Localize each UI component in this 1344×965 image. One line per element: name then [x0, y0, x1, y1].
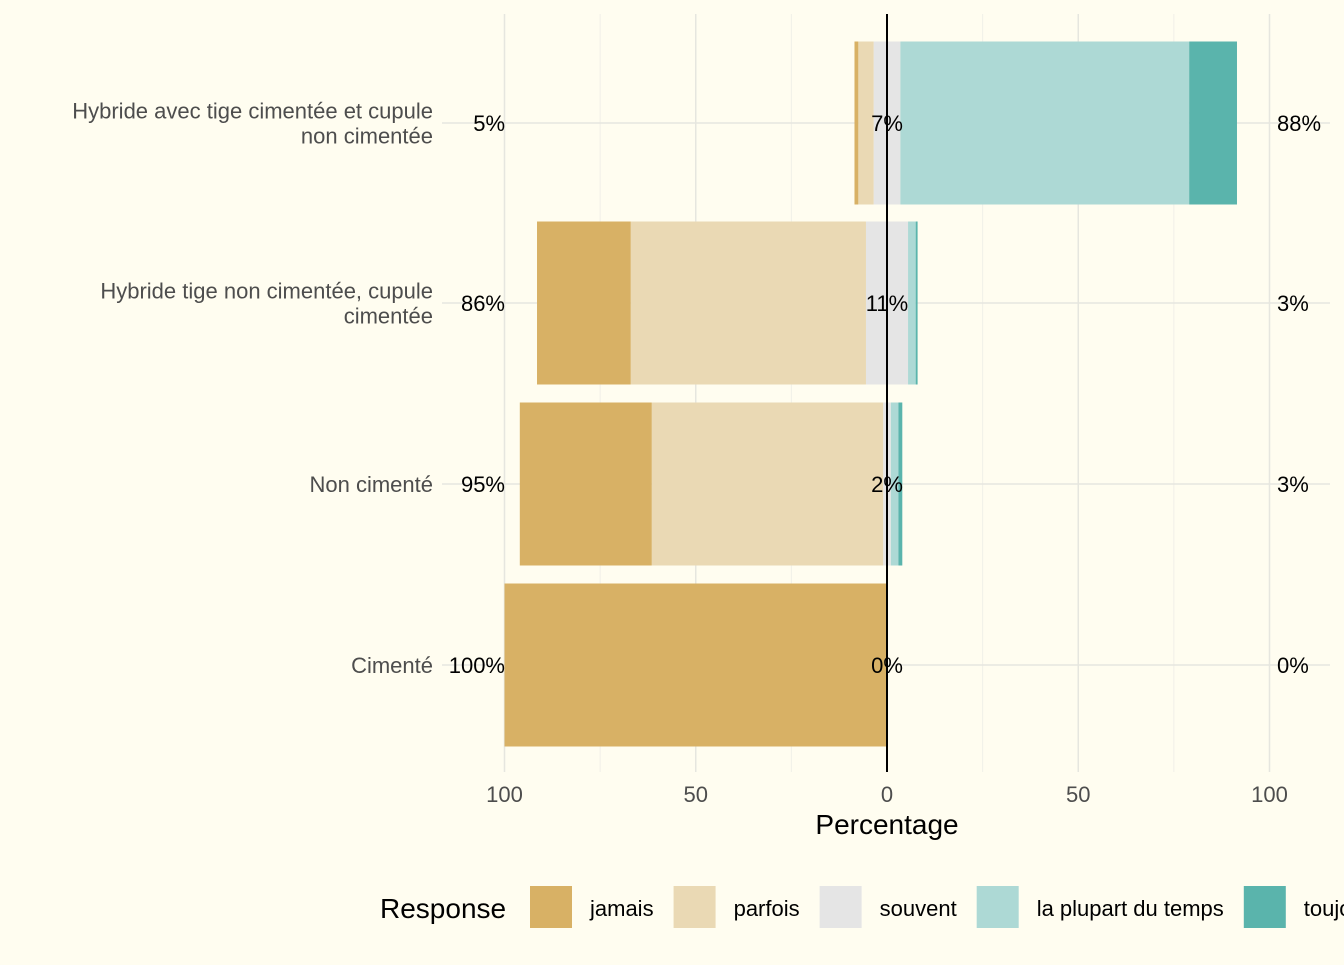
bar-souvent	[887, 402, 891, 566]
category-label-line: Non cimenté	[309, 472, 433, 497]
bar-parfois	[858, 41, 874, 205]
category-label: Cimenté	[351, 653, 433, 678]
x-tick-label: 50	[1066, 782, 1090, 807]
legend-item-label: la plupart du temps	[1037, 896, 1224, 921]
legend-title: Response	[380, 893, 506, 924]
center-percent-label: 11%	[866, 291, 908, 316]
left-percent-label: 5%	[473, 111, 505, 136]
bar-souvent	[887, 41, 901, 205]
bar-parfois	[651, 402, 884, 566]
legend: Response jamais parfois souvent la plupart …	[380, 886, 1344, 928]
bar-souvent	[873, 41, 887, 205]
right-percent-label: 88%	[1277, 111, 1321, 136]
x-tick-label: 50	[684, 782, 708, 807]
center-percent-label: 2%	[871, 472, 903, 497]
x-tick-label: 0	[881, 782, 893, 807]
legend-swatch-jamais	[530, 886, 572, 928]
legend-item-label: toujours	[1304, 896, 1344, 921]
legend-swatch-la-plupart-du-temps	[976, 886, 1019, 928]
legend-swatch-toujours	[1243, 886, 1286, 928]
x-tick-label: 100	[1251, 782, 1288, 807]
legend-item-label: jamais	[589, 896, 654, 921]
category-label: Non cimenté	[309, 472, 433, 497]
category-label-line: Hybride tige non cimentée, cupule	[100, 279, 433, 304]
category-label: Hybride avec tige cimentée et cupule non …	[72, 99, 433, 149]
data-labels: 5% 7% 88% 86% 11% 3% 95% 2% 3% 100% 0% 0%	[449, 111, 1321, 678]
bar-la-plupart-du-temps	[900, 41, 1190, 205]
left-percent-label: 100%	[449, 653, 505, 678]
bar-souvent	[887, 221, 909, 385]
bar-la-plupart-du-temps	[908, 221, 916, 385]
x-tick-label: 100	[486, 782, 523, 807]
left-percent-label: 95%	[461, 472, 505, 497]
category-label-line: non cimentée	[301, 124, 433, 149]
legend-swatch-souvent	[819, 886, 862, 928]
bar-parfois	[630, 221, 866, 385]
category-label: Hybride tige non cimentée, cupule cimenté…	[100, 279, 433, 329]
legend-swatch-parfois	[673, 886, 716, 928]
bar-jamais	[854, 41, 859, 205]
category-label-line: Cimenté	[351, 653, 433, 678]
right-percent-label: 0%	[1277, 653, 1309, 678]
category-labels: Hybride avec tige cimentée et cupule non …	[72, 99, 433, 679]
category-label-line: Hybride avec tige cimentée et cupule	[72, 99, 433, 124]
center-percent-label: 7%	[871, 111, 903, 136]
bar-jamais	[537, 221, 631, 385]
category-label-line: cimentée	[344, 304, 433, 329]
bars	[504, 41, 1237, 747]
legend-item-label: parfois	[734, 896, 800, 921]
right-percent-label: 3%	[1277, 291, 1309, 316]
bar-toujours	[898, 402, 903, 566]
bar-jamais	[519, 402, 652, 566]
bar-la-plupart-du-temps	[890, 402, 899, 566]
bar-toujours	[915, 221, 918, 385]
center-percent-label: 0%	[871, 653, 903, 678]
bar-souvent	[865, 221, 887, 385]
right-percent-label: 3%	[1277, 472, 1309, 497]
bar-souvent	[883, 402, 887, 566]
x-tick-labels: 100 50 0 50 100	[486, 782, 1288, 807]
x-axis-title: Percentage	[815, 809, 958, 840]
left-percent-label: 86%	[461, 291, 505, 316]
legend-item-label: souvent	[880, 896, 957, 921]
bar-jamais	[504, 583, 887, 747]
bar-toujours	[1189, 41, 1237, 205]
